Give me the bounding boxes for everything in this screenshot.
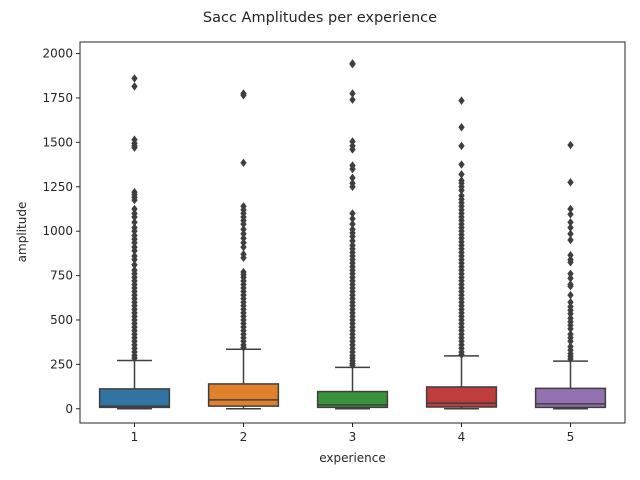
outlier-point <box>567 258 574 267</box>
outlier-point <box>567 337 574 346</box>
box-group-4 <box>425 96 498 410</box>
box-iqr <box>425 386 498 408</box>
x-axis: 1 2 3 4 5 <box>131 423 575 444</box>
y-tick-label: 1750 <box>42 91 73 105</box>
y-axis: 0 250 500 750 1000 1250 1500 1750 2000 <box>42 47 80 416</box>
outlier-point <box>567 290 574 300</box>
outlier-point <box>131 226 138 236</box>
outlier-point <box>567 223 574 232</box>
outlier-point <box>240 229 247 239</box>
outlier-point <box>567 269 574 278</box>
outlier-point <box>349 232 356 241</box>
y-tick-label: 250 <box>50 357 73 371</box>
y-axis-label: amplitude <box>15 202 29 263</box>
outlier-point <box>131 246 138 255</box>
outlier-point <box>458 160 465 169</box>
outlier-point <box>567 309 574 318</box>
outlier-point <box>458 186 465 195</box>
outlier-point <box>567 218 574 227</box>
y-tick-label: 500 <box>50 313 73 327</box>
outlier-point <box>567 235 574 245</box>
outlier-point <box>131 255 138 264</box>
y-tick-label: 1250 <box>42 180 73 194</box>
outlier-point <box>240 158 247 167</box>
x-tick-label: 1 <box>131 430 139 444</box>
outlier-point <box>567 274 574 283</box>
box-iqr <box>316 390 389 409</box>
x-tick-label: 5 <box>567 430 575 444</box>
box-iqr <box>98 388 171 409</box>
box-iqr <box>207 383 280 407</box>
outlier-point <box>240 238 247 247</box>
outlier-point <box>131 260 138 270</box>
box-iqr <box>534 387 607 409</box>
outlier-point <box>349 173 356 183</box>
outlier-point <box>349 219 356 229</box>
outlier-point <box>131 204 138 214</box>
outlier-point <box>567 140 574 150</box>
outlier-point <box>349 145 356 154</box>
outlier-point <box>567 282 574 291</box>
outlier-point <box>458 141 465 151</box>
outlier-point <box>131 143 138 152</box>
box-group-2 <box>207 89 280 410</box>
outlier-point <box>567 204 574 214</box>
outlier-point <box>567 178 574 187</box>
outlier-point <box>458 123 465 132</box>
y-tick-label: 750 <box>50 269 73 283</box>
y-tick-label: 2000 <box>42 47 73 61</box>
outlier-point <box>131 212 138 222</box>
outlier-point <box>131 195 138 205</box>
x-tick-label: 3 <box>349 430 357 444</box>
box-group-1 <box>98 74 171 410</box>
outlier-point <box>240 91 247 100</box>
outlier-point <box>349 95 356 104</box>
outlier-point <box>458 170 465 179</box>
outlier-point <box>240 225 247 234</box>
y-tick-label: 1500 <box>42 135 73 149</box>
box-group-3 <box>316 59 389 410</box>
outlier-point <box>240 242 247 252</box>
box-group-5 <box>534 140 607 410</box>
outlier-point <box>131 238 138 247</box>
plot-area <box>98 59 607 410</box>
outlier-point <box>349 164 356 174</box>
outlier-point <box>240 253 247 263</box>
outlier-point <box>567 298 574 307</box>
outlier-point <box>131 74 138 83</box>
outlier-point <box>349 361 356 370</box>
chart-title: Sacc Amplitudes per experience <box>203 10 437 26</box>
outlier-point <box>349 60 356 69</box>
outlier-point <box>240 234 247 243</box>
outlier-point <box>567 229 574 239</box>
y-tick-label: 0 <box>65 402 73 416</box>
outlier-point <box>240 219 247 229</box>
outlier-point <box>349 137 356 146</box>
outlier-point <box>567 210 574 219</box>
outlier-point <box>349 209 356 218</box>
outlier-point <box>458 350 465 359</box>
outlier-point <box>567 324 574 334</box>
outlier-point <box>349 214 356 223</box>
y-tick-label: 1000 <box>42 224 73 238</box>
outlier-point <box>131 353 138 363</box>
outlier-point <box>458 96 465 105</box>
x-tick-label: 2 <box>240 430 248 444</box>
outlier-point <box>240 343 247 352</box>
outlier-point <box>131 218 138 227</box>
outlier-point <box>131 82 138 91</box>
x-tick-label: 4 <box>458 430 466 444</box>
outlier-point <box>349 182 356 191</box>
outlier-point <box>567 250 574 260</box>
outlier-point <box>567 354 574 364</box>
outlier-point <box>349 236 356 246</box>
x-axis-label: experience <box>319 451 386 465</box>
outlier-point <box>349 89 356 98</box>
